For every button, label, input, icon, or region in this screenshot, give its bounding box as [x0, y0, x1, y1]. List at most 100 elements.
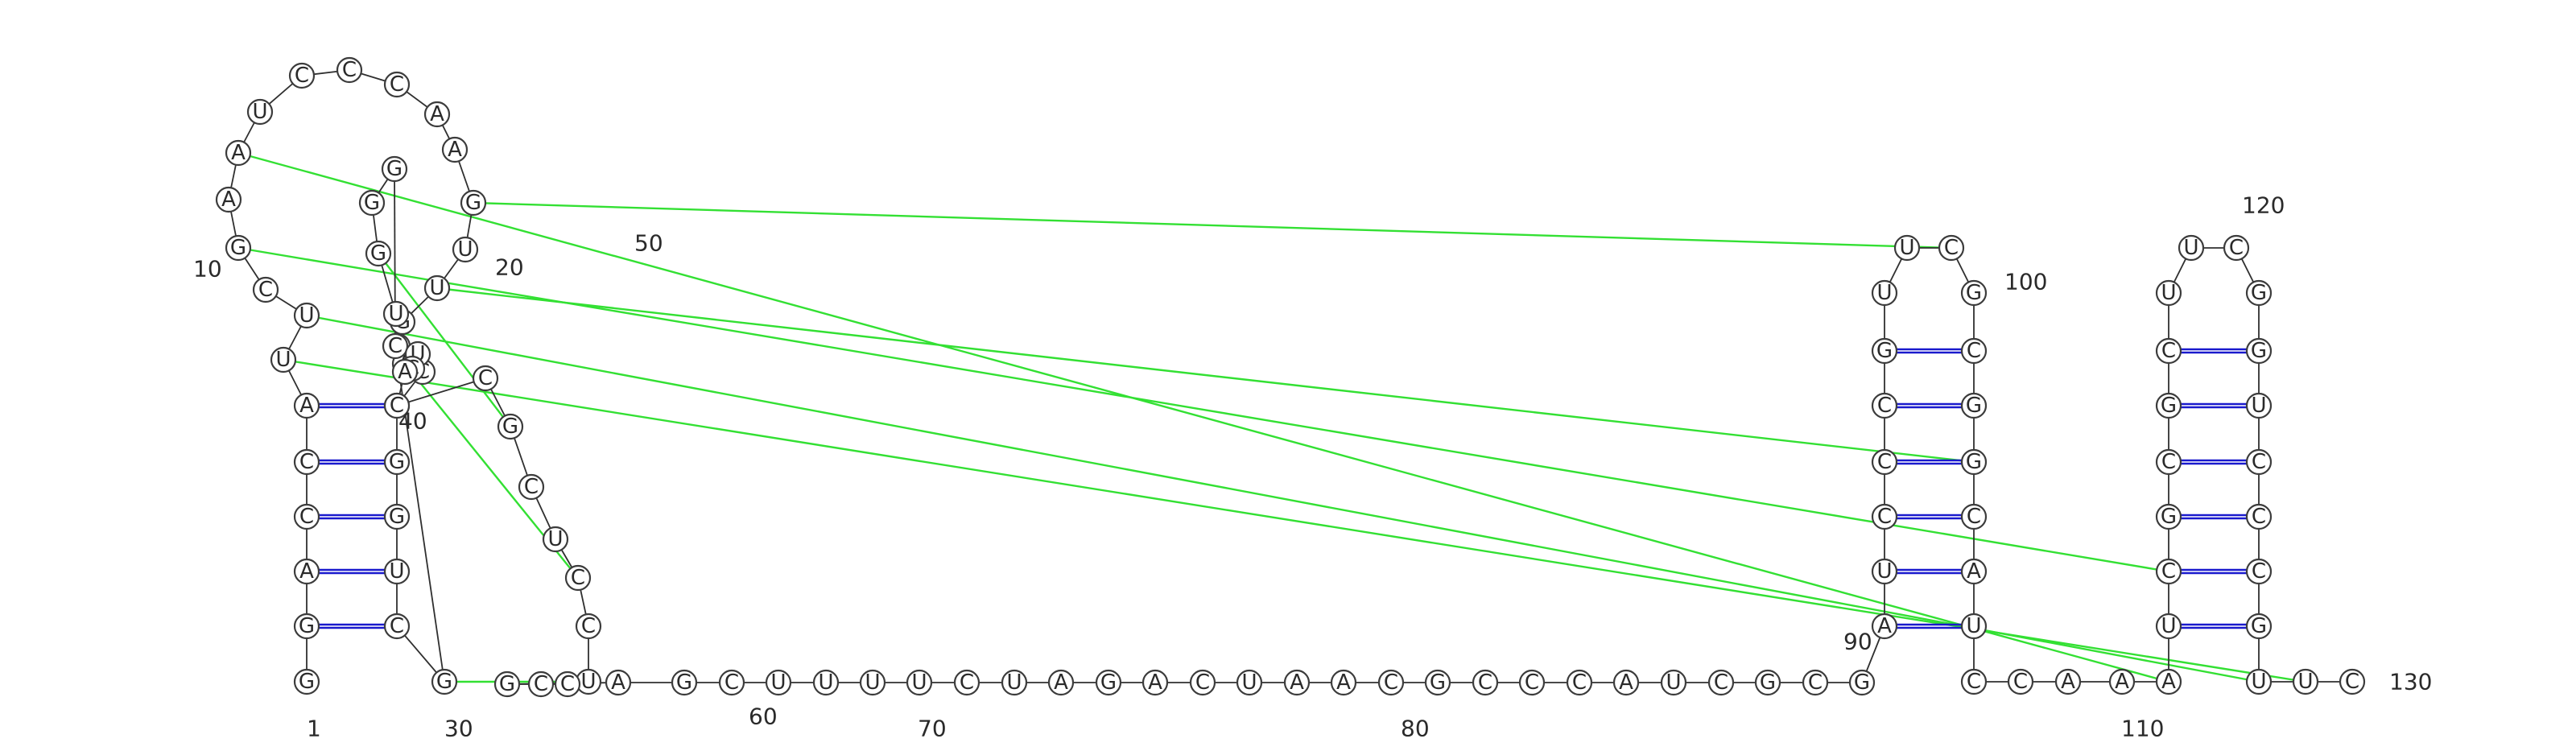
- nucleotide: G: [383, 503, 411, 530]
- nucleotide-letter: C: [1525, 670, 1539, 695]
- nucleotide-letter: U: [1876, 281, 1892, 305]
- nucleotide-letter: G: [502, 415, 518, 439]
- nucleotide: C: [518, 473, 545, 501]
- nucleotide-letter: A: [299, 394, 314, 418]
- nucleotide: C: [575, 613, 602, 640]
- nucleotide: C: [2245, 503, 2273, 530]
- nucleotide: C: [1871, 392, 1898, 419]
- nucleotide-letter: C: [2345, 670, 2359, 694]
- nucleotide: U: [1660, 669, 1687, 696]
- nucleotide: U: [2155, 613, 2182, 640]
- nucleotide: U: [382, 300, 410, 328]
- nucleotide-letter: C: [1967, 670, 1981, 694]
- nucleotide-letter: C: [390, 72, 404, 97]
- nucleotide: G: [2155, 503, 2182, 530]
- nucleotide: C: [1938, 234, 1965, 262]
- nucleotide: C: [2155, 558, 2182, 585]
- nucleotide-letter: A: [1336, 670, 1351, 695]
- nucleotide-letter: C: [2161, 450, 2176, 474]
- nucleotide: C: [1871, 503, 1898, 530]
- nucleotide-letter: U: [1006, 670, 1022, 695]
- nucleotide-letter: U: [1899, 236, 1914, 260]
- nucleotide-letter: C: [2161, 559, 2176, 584]
- nucleotide-letter: A: [1290, 670, 1304, 695]
- nucleotide: U: [1236, 669, 1263, 696]
- nucleotide: U: [1871, 279, 1898, 307]
- nucleotide-letter: U: [2297, 670, 2313, 694]
- nucleotide-letter: U: [457, 237, 473, 262]
- nucleotide: A: [215, 186, 242, 213]
- nucleotide-letter: A: [1148, 670, 1162, 695]
- nucleotide-letter: A: [1877, 614, 1892, 638]
- nucleotide: A: [441, 136, 469, 163]
- nucleotide: G: [493, 670, 521, 698]
- nucleotide-letter: C: [388, 334, 402, 358]
- nucleotide: G: [225, 234, 252, 262]
- nucleotide-letter: U: [299, 303, 314, 328]
- nucleotide: U: [2245, 392, 2273, 419]
- nucleotide-letter: G: [389, 450, 405, 474]
- nucleotide-letter: C: [1877, 394, 1892, 418]
- nucleotide: G: [1848, 669, 1876, 696]
- position-number: 1: [307, 716, 321, 742]
- nucleotide: U: [423, 274, 451, 302]
- nucleotide: C: [2007, 668, 2034, 695]
- nucleotide: U: [812, 669, 840, 696]
- nucleotide-letter: C: [1877, 450, 1892, 474]
- nucleotide-letter: U: [1241, 670, 1257, 695]
- nucleotide-letter: A: [2061, 670, 2075, 694]
- nucleotide: U: [2245, 668, 2273, 695]
- nucleotide: G: [293, 613, 320, 640]
- nucleotide-letter: U: [389, 559, 404, 584]
- nucleotide-letter: C: [560, 672, 575, 696]
- nucleotide-letter: G: [1876, 339, 1893, 363]
- nucleotide: C: [1472, 669, 1499, 696]
- nucleotide-letter: U: [1966, 614, 1981, 638]
- nucleotide-letter: C: [960, 670, 974, 695]
- nucleotide-letter: U: [865, 670, 880, 695]
- nucleotide: A: [225, 139, 252, 167]
- nucleotide: C: [336, 56, 363, 84]
- nucleotide: U: [1960, 613, 1988, 640]
- nucleotide: U: [246, 98, 274, 126]
- nucleotide-letter: C: [1195, 670, 1210, 695]
- tertiary-interaction-layer: [237, 151, 2306, 683]
- nucleotide-letter: U: [547, 527, 563, 551]
- nucleotide: A: [1047, 669, 1075, 696]
- nucleotide: C: [718, 669, 745, 696]
- position-number: 30: [444, 716, 473, 742]
- nucleotide: U: [575, 668, 602, 695]
- nucleotide-letter: U: [2161, 614, 2176, 638]
- nucleotide-letter: U: [580, 670, 596, 694]
- nucleotide-letter: A: [2161, 670, 2176, 694]
- nucleotide-letter: U: [911, 670, 927, 695]
- nucleotide-letter: G: [364, 191, 380, 215]
- nucleotide: C: [1960, 503, 1988, 530]
- nucleotide-letter: A: [448, 138, 462, 162]
- nucleotide: C: [1707, 669, 1735, 696]
- nucleotide-letter: A: [430, 102, 444, 126]
- tertiary-interaction: [378, 253, 511, 427]
- nucleotide: U: [452, 236, 479, 263]
- nucleotide: C: [2155, 337, 2182, 365]
- nucleotide-letter: C: [1944, 236, 1959, 260]
- nucleotide-letter: C: [2252, 450, 2266, 474]
- nucleotide-letter: G: [389, 505, 405, 529]
- nucleotide-letter: U: [2183, 236, 2198, 260]
- nucleotide: C: [554, 670, 581, 698]
- nucleotide: C: [564, 564, 592, 592]
- nucleotide: G: [1424, 669, 1451, 696]
- nucleotide-letter: C: [1877, 505, 1892, 529]
- nucleotide: C: [293, 448, 320, 476]
- nucleotide: U: [765, 669, 792, 696]
- nucleotide: A: [2054, 668, 2082, 695]
- nucleotide: U: [1001, 669, 1028, 696]
- nucleotide-letter: U: [770, 670, 786, 695]
- nucleotide: A: [605, 669, 632, 696]
- nucleotide: A: [293, 558, 320, 585]
- tertiary-interaction: [473, 201, 1952, 250]
- nucleotide: A: [2108, 668, 2136, 695]
- nucleotide-letter: G: [299, 614, 315, 638]
- position-number: 120: [2242, 192, 2285, 219]
